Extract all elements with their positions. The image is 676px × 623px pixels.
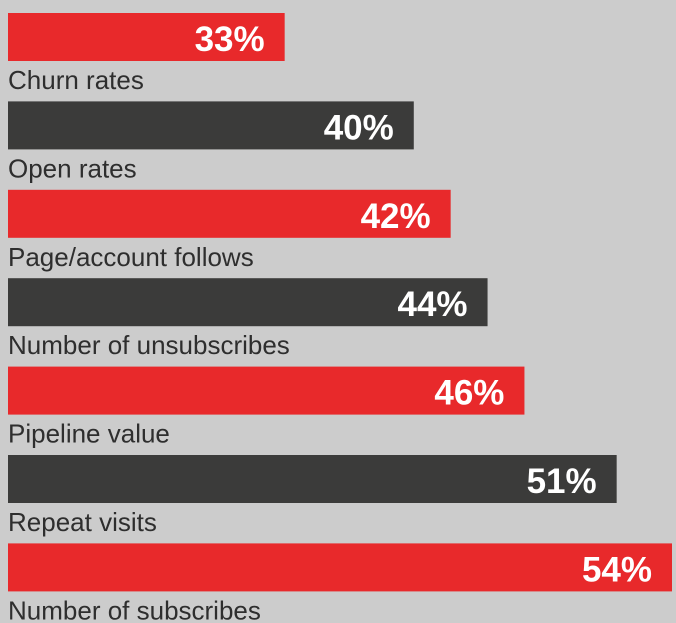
value-label: 42% [361, 197, 431, 236]
category-label: Pipeline value [8, 419, 170, 449]
category-label: Open rates [8, 153, 137, 183]
value-label: 51% [527, 462, 597, 501]
category-label: Repeat visits [8, 507, 157, 537]
bar [8, 366, 525, 415]
bar [8, 543, 672, 592]
value-label: 40% [324, 108, 394, 147]
category-label: Churn rates [8, 65, 144, 95]
category-label: Number of subscribes [8, 595, 261, 623]
category-label: Page/account follows [8, 242, 254, 272]
value-label: 33% [195, 20, 265, 59]
bar [8, 13, 285, 61]
bar [8, 455, 617, 503]
value-label: 54% [582, 550, 652, 589]
value-label: 46% [434, 374, 504, 413]
bar [8, 189, 451, 238]
bar [8, 278, 488, 327]
category-label: Number of unsubscribes [8, 330, 290, 360]
value-label: 44% [397, 285, 467, 324]
bar [8, 101, 414, 150]
